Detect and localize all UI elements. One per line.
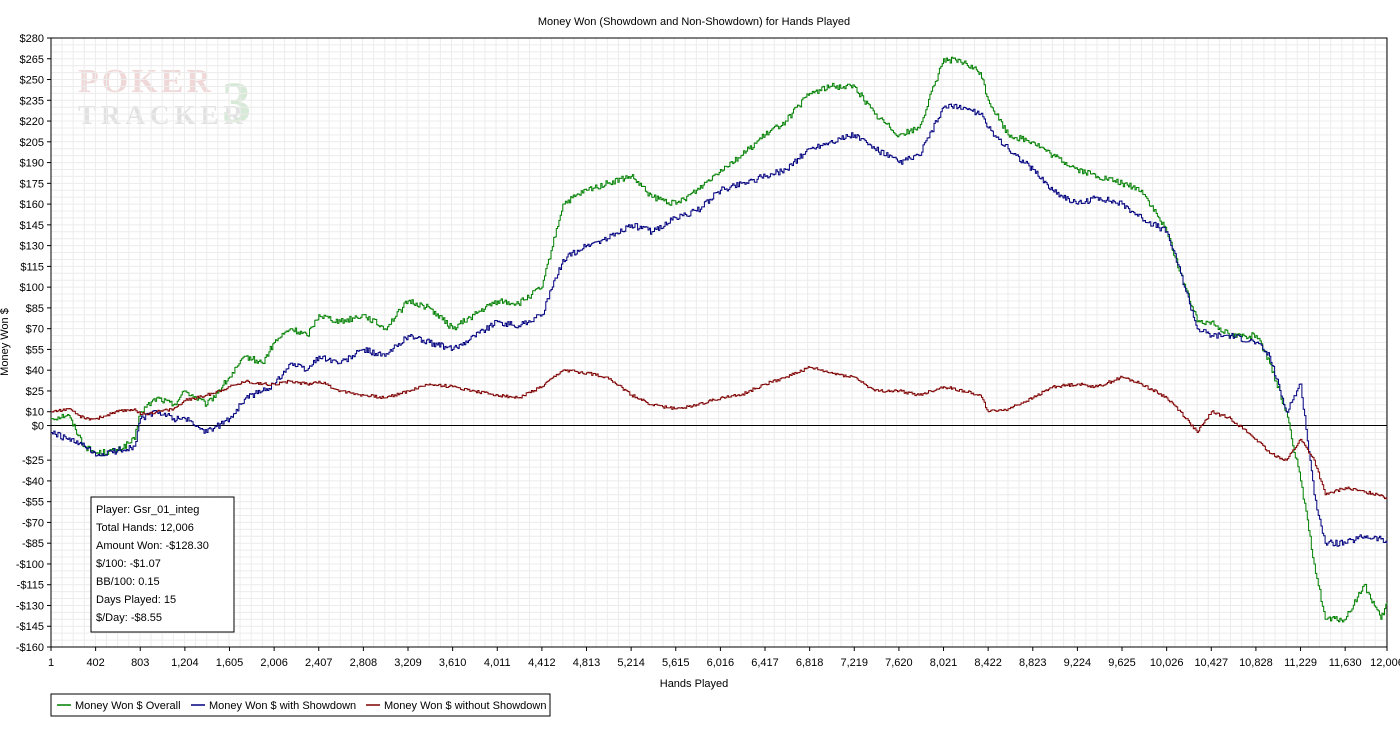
logo-mark: 3	[222, 70, 251, 135]
legend-label-non-showdown: Money Won $ without Showdown	[384, 700, 546, 712]
y-tick-label: -$55	[22, 497, 44, 509]
stats-box-frame	[90, 496, 235, 633]
y-tick-label: $205	[20, 137, 44, 149]
y-tick-label: $10	[26, 407, 44, 419]
y-tick-label: $115	[20, 261, 44, 273]
x-tick-label: 1	[48, 657, 54, 669]
x-tick-label: 1,605	[216, 657, 244, 669]
x-tick-label: 803	[131, 657, 149, 669]
y-tick-label: $55	[26, 344, 44, 356]
y-tick-label: $100	[20, 282, 44, 294]
stats-player: Player: Gsr_01_integ	[96, 504, 199, 516]
stats-total-hands: Total Hands: 12,006	[96, 522, 194, 534]
stats-per-day: $/Day: -$8.55	[96, 612, 162, 624]
series-line-non-showdown	[51, 366, 1388, 500]
y-axis-title: Money Won $	[0, 308, 11, 376]
y-tick-label: -$100	[16, 559, 44, 571]
stats-amount-won: Amount Won: -$128.30	[96, 540, 209, 552]
series-layer	[51, 56, 1388, 623]
y-tick-label: $85	[26, 303, 44, 315]
x-tick-label: 2,808	[350, 657, 378, 669]
y-tick-label: $235	[20, 95, 44, 107]
y-tick-label: -$160	[16, 642, 44, 654]
stats-days-played: Days Played: 15	[96, 594, 176, 606]
y-axis-ticks: $280 $265 $250 $235 $220 $205 $190 $175 $160 $145…	[16, 33, 51, 654]
y-tick-label: $40	[26, 365, 44, 377]
x-tick-label: 402	[86, 657, 104, 669]
legend-frame	[50, 693, 551, 717]
y-tick-label: $175	[20, 178, 44, 190]
stats-per-100: $/100: -$1.07	[96, 558, 161, 570]
x-tick-label: 2,006	[260, 657, 288, 669]
x-tick-label: 10,828	[1239, 657, 1273, 669]
stats-bb-per-100: BB/100: 0.15	[96, 576, 160, 588]
grid-lines	[51, 37, 1387, 648]
y-tick-label: -$85	[22, 538, 44, 550]
y-tick-label: -$115	[17, 580, 44, 592]
y-tick-label: -$40	[22, 476, 44, 488]
logo-line-2: TRACKER	[78, 100, 248, 130]
x-tick-label: 9,625	[1108, 657, 1136, 669]
y-tick-label: $265	[20, 54, 44, 66]
y-tick-label: $25	[26, 386, 44, 398]
y-tick-label: $250	[20, 75, 44, 87]
y-tick-label: $160	[20, 199, 44, 211]
x-tick-label: 6,016	[707, 657, 735, 669]
y-tick-label: $0	[32, 421, 44, 433]
x-tick-label: 8,021	[930, 657, 958, 669]
x-tick-label: 9,224	[1064, 657, 1092, 669]
x-tick-label: 2,407	[305, 657, 333, 669]
logo-line-1: POKER	[78, 63, 214, 100]
y-tick-label: $70	[26, 324, 44, 336]
x-tick-label: 10,026	[1150, 657, 1184, 669]
x-tick-label: 3,209	[394, 657, 422, 669]
x-tick-label: 7,219	[841, 657, 869, 669]
x-axis-title: Hands Played	[660, 678, 729, 690]
y-tick-label: -$25	[22, 455, 44, 467]
y-tick-label: -$70	[22, 517, 44, 529]
x-tick-label: 4,011	[484, 657, 511, 669]
y-tick-label: $190	[20, 158, 44, 170]
x-tick-label: 5,214	[617, 657, 645, 669]
legend: Money Won $ Overall Money Won $ with Sho…	[50, 693, 551, 717]
series-line-overall	[51, 56, 1388, 623]
x-tick-label: 10,427	[1194, 657, 1228, 669]
x-tick-label: 7,620	[885, 657, 913, 669]
y-tick-label: $280	[20, 33, 44, 45]
y-tick-label: -$130	[16, 600, 44, 612]
x-tick-label: 12,006	[1370, 657, 1400, 669]
x-tick-label: 3,610	[439, 657, 467, 669]
x-axis-ticks: 1 402 803 1,204 1,605 2,006 2,407 2,808 3,209 3,6…	[48, 647, 1400, 669]
x-tick-label: 11,630	[1329, 657, 1362, 669]
stats-box: Player: Gsr_01_integ Total Hands: 12,006…	[90, 496, 235, 633]
x-tick-label: 11,229	[1284, 657, 1317, 669]
x-tick-label: 5,615	[662, 657, 690, 669]
poker-tracker-logo: POKER TRACKER 3	[78, 63, 251, 135]
chart-title: Money Won (Showdown and Non-Showdown) fo…	[538, 16, 850, 28]
x-tick-label: 1,204	[171, 657, 199, 669]
x-tick-label: 6,417	[751, 657, 779, 669]
x-tick-label: 4,813	[573, 657, 601, 669]
legend-label-overall: Money Won $ Overall	[75, 700, 181, 712]
x-tick-label: 6,818	[796, 657, 824, 669]
plot-area	[50, 37, 1388, 648]
y-tick-label: -$145	[16, 621, 44, 633]
x-tick-label: 8,422	[974, 657, 1002, 669]
legend-label-showdown: Money Won $ with Showdown	[209, 700, 356, 712]
y-tick-label: $130	[20, 241, 44, 253]
y-tick-label: $145	[20, 220, 44, 232]
x-tick-label: 8,823	[1019, 657, 1047, 669]
y-tick-label: $220	[20, 116, 44, 128]
x-tick-label: 4,412	[528, 657, 556, 669]
